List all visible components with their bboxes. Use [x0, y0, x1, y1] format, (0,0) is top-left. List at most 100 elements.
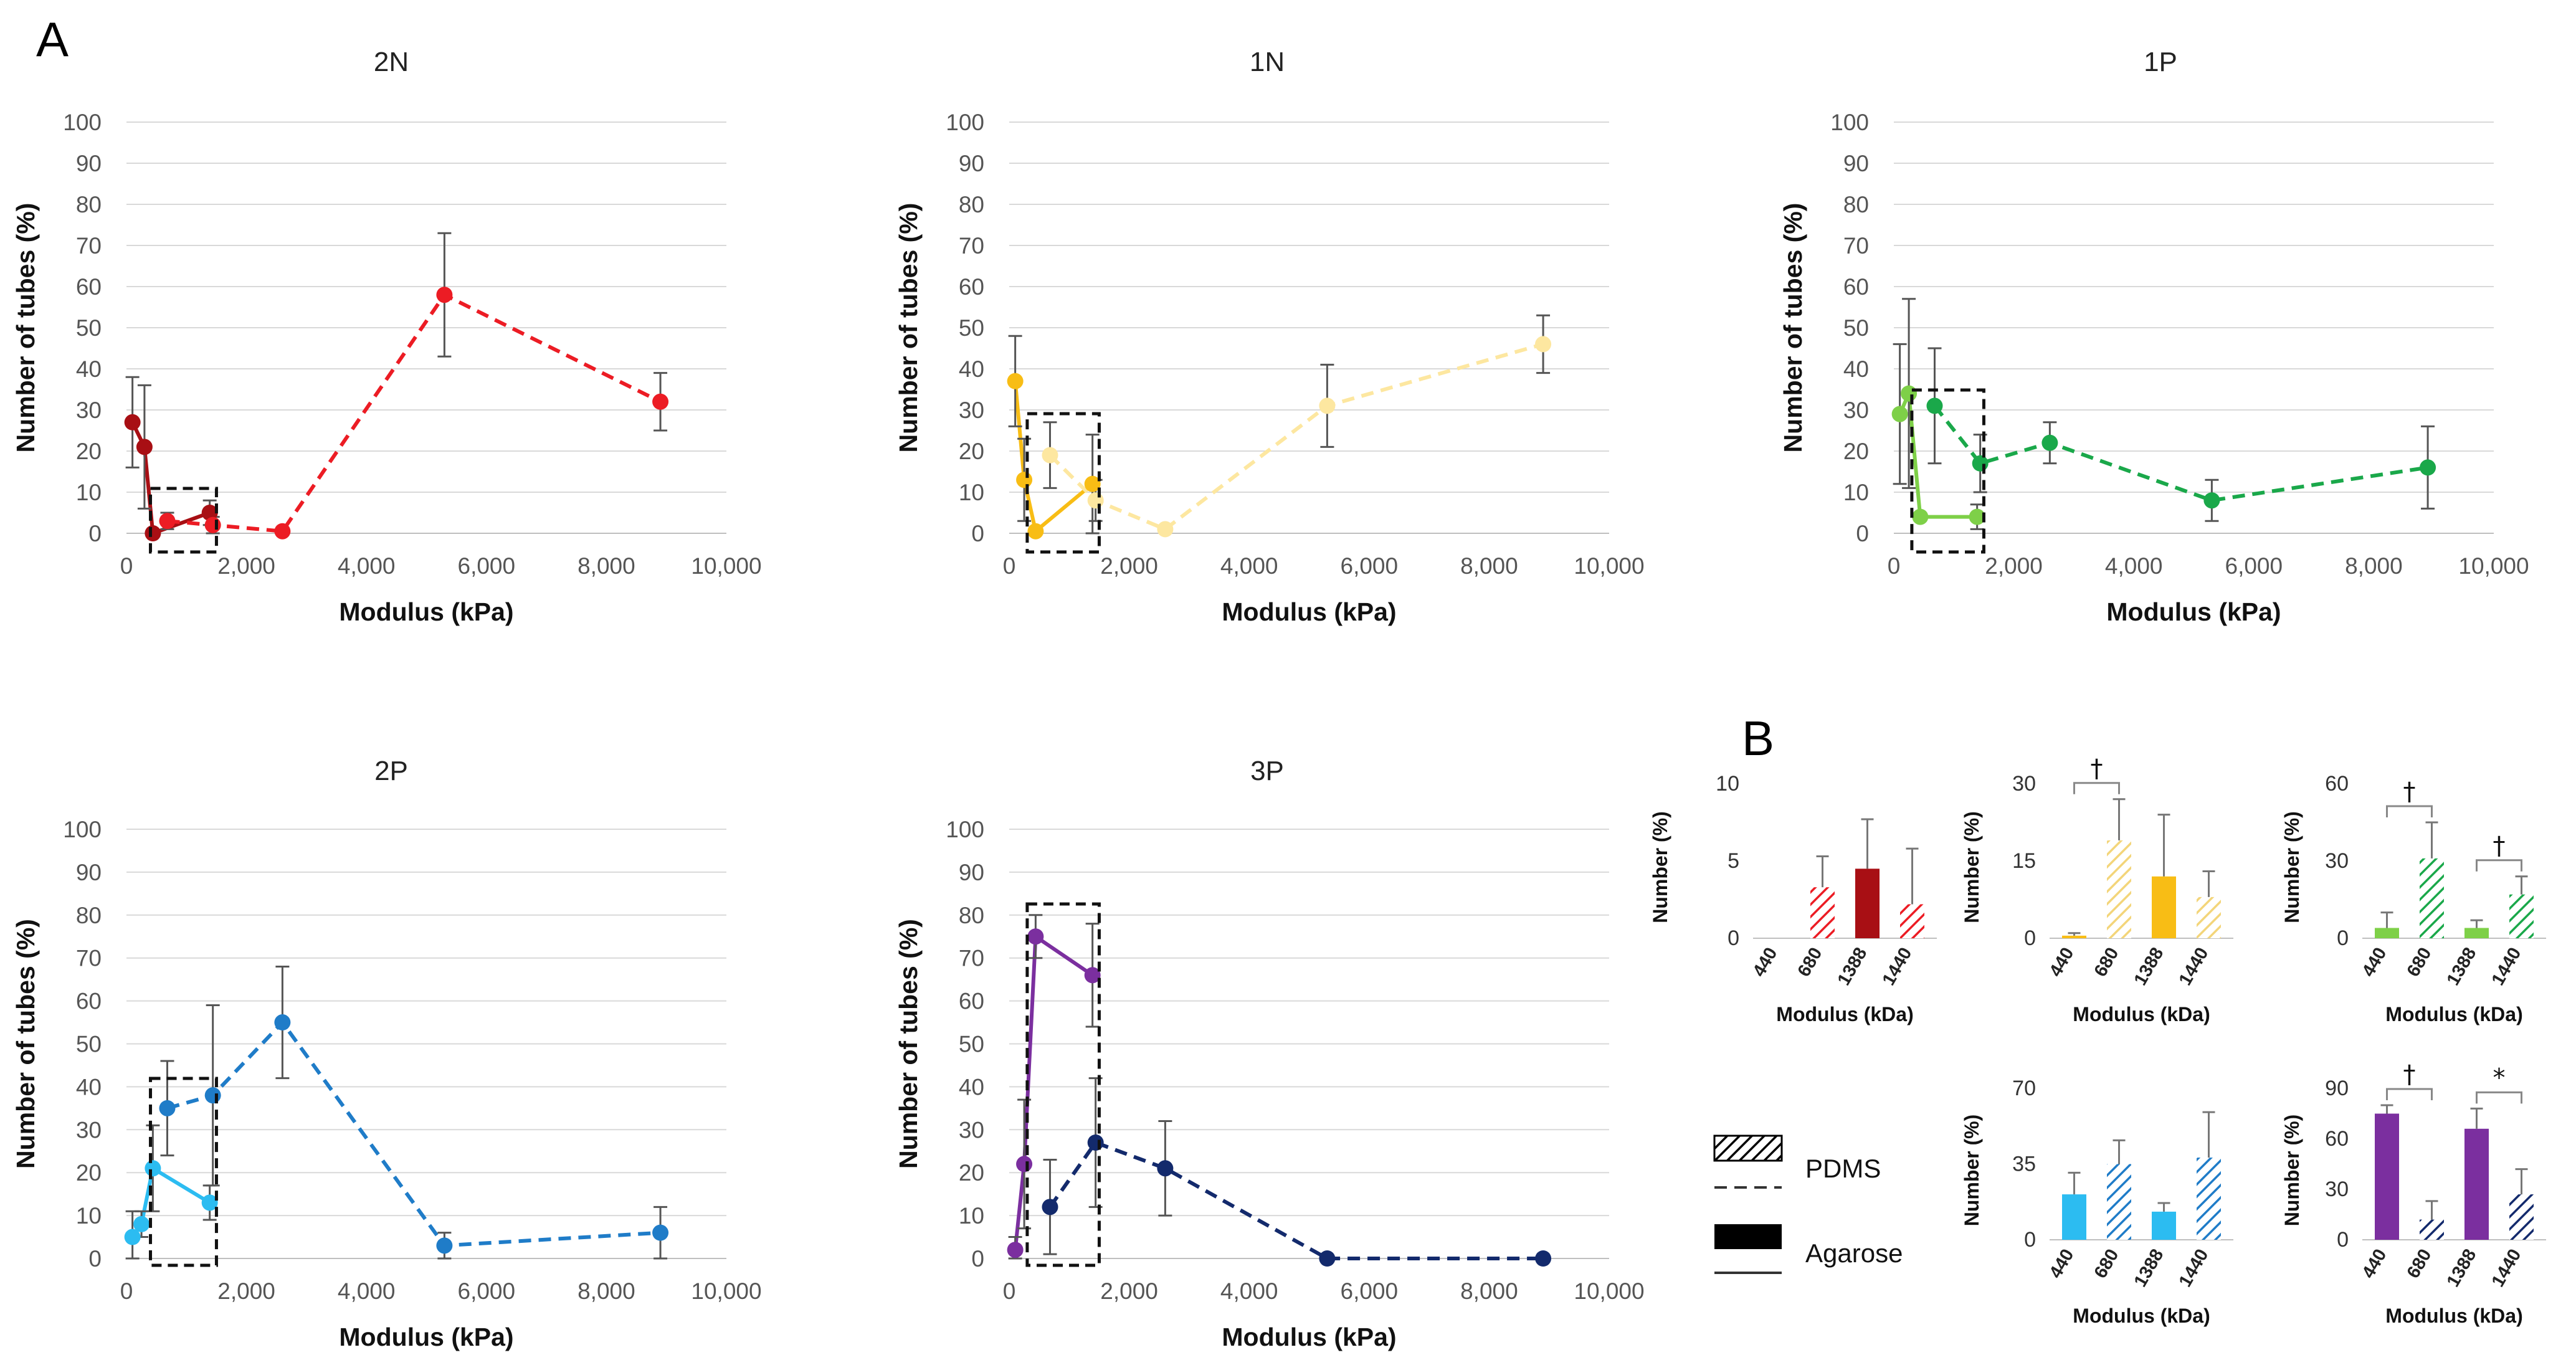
y-tick-label: 70 — [76, 233, 102, 259]
x-tick-label: 2,000 — [217, 1278, 275, 1304]
y-tick-label: 80 — [1843, 192, 1869, 217]
x-tick-label: 680 — [2403, 1246, 2436, 1282]
data-point-pdms — [2420, 459, 2436, 476]
series-line-agarose — [130, 421, 211, 536]
bar-agarose — [2375, 1113, 2399, 1240]
line-chart-1p: 1P 0 10 20 30 40 50 60 70 80 90 100 0 2,000 4,000 6,000… — [1779, 47, 2529, 626]
data-point-pdms — [1157, 521, 1174, 538]
data-point-pdms — [274, 523, 291, 540]
x-axis-label: Modulus (kPa) — [1222, 597, 1396, 626]
x-tick-label: 440 — [2046, 944, 2078, 981]
y-tick-label: 15 — [2012, 849, 2036, 873]
x-tick-label: 0 — [1003, 1278, 1016, 1304]
y-tick-label: 5 — [1728, 849, 1739, 873]
significance-mark: † — [2403, 1060, 2416, 1089]
y-tick-label: 100 — [946, 110, 984, 135]
data-point-pdms — [2203, 492, 2220, 509]
data-point-pdms — [1535, 336, 1552, 353]
y-tick-label: 10 — [76, 1203, 102, 1229]
y-tick-label: 10 — [76, 480, 102, 505]
x-tick-label: 1388 — [2443, 944, 2481, 989]
data-point-agarose — [145, 1160, 161, 1177]
y-tick-label: 40 — [959, 1074, 984, 1100]
y-tick-label: 60 — [959, 274, 984, 300]
x-tick-label: 10,000 — [691, 553, 761, 579]
y-tick-label: 20 — [959, 1160, 984, 1186]
y-tick-label: 70 — [2012, 1077, 2036, 1100]
y-tick-label: 0 — [88, 1246, 102, 1272]
bar-chart-b-1n: 0 15 30 440 680 1388 1440 † Modulus (kDa) Number … — [1961, 754, 2233, 1025]
y-tick-label: 70 — [1843, 233, 1869, 259]
y-tick-label: 60 — [2325, 772, 2349, 796]
y-tick-label: 60 — [2325, 1127, 2349, 1151]
error-bar — [1816, 855, 1829, 888]
bar-agarose — [2375, 928, 2399, 938]
bar-chart-b-2n: 0 5 10 440 680 1388 1440 Modulus (kDa) Number (%… — [1649, 772, 1937, 1025]
significance-bracket — [2386, 805, 2433, 817]
error-bar — [1861, 818, 1874, 869]
y-tick-label: 40 — [1843, 356, 1869, 382]
x-tick-label: 8,000 — [2345, 553, 2403, 579]
significance-mark: † — [2403, 778, 2416, 806]
y-tick-label: 60 — [76, 989, 102, 1014]
x-tick-label: 0 — [120, 553, 133, 579]
line-chart-3p: 3P 0 10 20 30 40 50 60 70 80 90 100 0 2,000 4,000 6,000… — [894, 756, 1645, 1351]
x-tick-label: 10,000 — [2458, 553, 2529, 579]
highlight-box — [1910, 388, 1985, 554]
y-tick-label: 100 — [946, 817, 984, 842]
data-point-pdms — [159, 1100, 176, 1116]
data-point-pdms — [2041, 434, 2058, 451]
bar-chart-b-1p: 0 30 60 440 680 1388 1440 † † Modulus (kDa) Number… — [2281, 772, 2546, 1025]
x-tick-label: 1440 — [1879, 944, 1916, 989]
error-bar — [2113, 798, 2126, 840]
chart-title: 2P — [374, 756, 408, 786]
legend-pdms: PDMS — [1713, 1134, 1881, 1189]
series-line-agarose — [1898, 392, 1977, 519]
significance-bracket — [2073, 782, 2120, 794]
y-tick-label: 20 — [76, 439, 102, 464]
y-tick-label: 90 — [2325, 1077, 2349, 1100]
error-bar — [2470, 919, 2483, 928]
series-line-pdms — [1048, 1140, 1544, 1260]
y-tick-label: 10 — [959, 1203, 984, 1229]
legend-pdms-swatch — [1713, 1134, 1783, 1162]
data-point-pdms — [159, 513, 176, 530]
error-bar — [2202, 1111, 2215, 1158]
significance-bracket — [2476, 859, 2522, 872]
chart-title: 1N — [1250, 47, 1285, 77]
x-tick-label: 6,000 — [458, 553, 516, 579]
data-point-pdms — [1319, 397, 1336, 414]
bar-chart-b-3p: 0 30 60 90 440 680 1388 1440 † * Modulus (kDa) Numb… — [2281, 1060, 2546, 1327]
data-point-agarose — [1016, 1156, 1033, 1172]
y-axis-label: Number (%) — [2281, 1115, 2303, 1227]
y-tick-label: 80 — [959, 903, 984, 928]
error-bar — [2425, 1200, 2438, 1220]
x-tick-label: 4,000 — [1220, 553, 1278, 579]
y-tick-label: 30 — [1843, 397, 1869, 423]
y-tick-label: 60 — [1843, 274, 1869, 300]
error-bar — [1906, 847, 1919, 905]
highlight-box — [1025, 902, 1101, 1267]
x-tick-label: 8,000 — [577, 553, 635, 579]
x-axis-label: Modulus (kDa) — [2073, 1003, 2210, 1025]
highlight-box — [1025, 412, 1101, 554]
data-point-agarose — [124, 1229, 141, 1245]
legend: PDMS Agarose — [1713, 1134, 1903, 1274]
x-tick-label: 1388 — [2131, 944, 2168, 989]
y-tick-label: 0 — [2337, 1228, 2349, 1252]
y-axis-label: Number of tubes (%) — [11, 919, 40, 1169]
x-tick-label: 4,000 — [1220, 1278, 1278, 1304]
data-point-pdms — [1042, 1199, 1058, 1215]
y-tick-label: 30 — [2325, 1177, 2349, 1201]
legend-agarose-swatch — [1714, 1224, 1782, 1249]
y-tick-label: 90 — [959, 860, 984, 885]
y-tick-label: 80 — [76, 903, 102, 928]
x-tick-label: 1440 — [2488, 1246, 2526, 1291]
data-point-agarose — [1027, 523, 1044, 540]
y-tick-label: 70 — [76, 946, 102, 971]
data-point-agarose — [145, 525, 161, 541]
bar-agarose — [2152, 1211, 2176, 1240]
y-tick-label: 30 — [959, 397, 984, 423]
